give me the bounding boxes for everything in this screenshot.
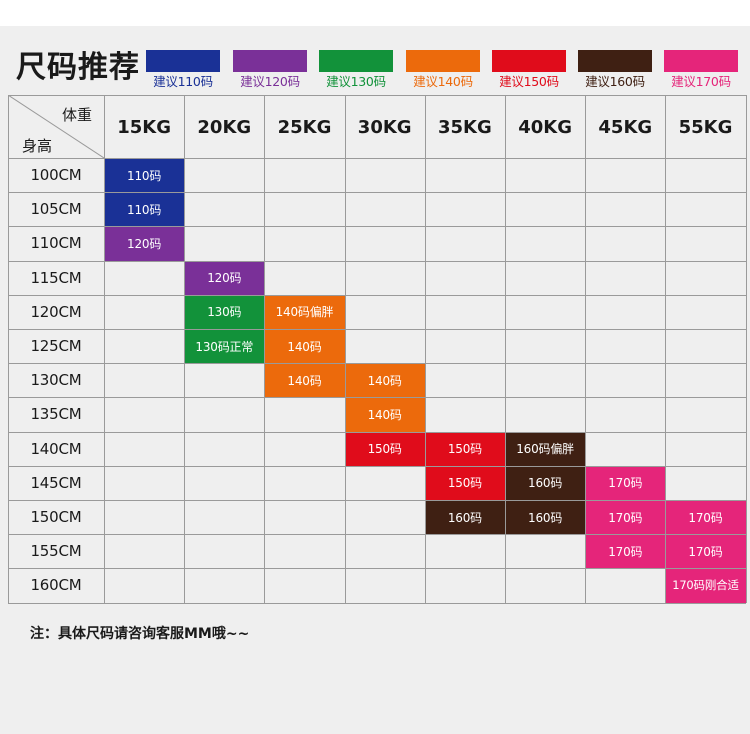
height-row-header: 145CM: [30, 473, 82, 492]
height-row-header: 100CM: [30, 166, 82, 184]
size-cell: 170码: [665, 500, 746, 535]
legend-label: 建议130码: [326, 74, 386, 89]
legend-label: 建议140码: [413, 74, 473, 89]
size-cell: 130码: [184, 294, 265, 329]
weight-column-header: 40KG: [518, 117, 572, 138]
size-cell: 160码偏胖: [505, 431, 586, 466]
grid-line-v: [585, 95, 587, 603]
legend-label: 建议110码: [153, 74, 213, 89]
size-cell: 110码: [104, 192, 185, 227]
legend-label: 建议120码: [240, 74, 300, 89]
grid-line-h: [8, 95, 746, 96]
size-cell: 130码正常: [184, 329, 265, 364]
grid-line-v: [104, 95, 105, 603]
grid-line-h: [8, 294, 746, 296]
legend-item-170: 建议170码: [664, 50, 738, 94]
legend-swatch: [319, 50, 393, 72]
grid-line-h: [8, 500, 746, 501]
legend-label: 建议170码: [671, 74, 731, 89]
size-cell: 140码: [344, 397, 425, 432]
grid-line-h: [8, 568, 746, 570]
legend-label: 建议150码: [499, 74, 559, 89]
corner-weight-label: 体重: [62, 106, 93, 124]
grid-line-h: [8, 158, 746, 159]
size-cell: 150码: [424, 431, 505, 466]
weight-column-header: 35KG: [438, 117, 492, 138]
height-row-header: 140CM: [30, 439, 82, 458]
legend-swatch: [146, 50, 220, 72]
height-row-header: 130CM: [30, 371, 82, 390]
grid-line-h: [8, 397, 746, 399]
grid-line-h: [8, 363, 746, 365]
weight-column-header: 55KG: [678, 117, 733, 138]
size-cell: 170码: [585, 500, 666, 535]
weight-column-header: 20KG: [197, 117, 252, 138]
height-row-header: 105CM: [30, 200, 82, 219]
grid-line-v: [8, 95, 9, 603]
grid-line-v: [746, 95, 747, 603]
legend-item-160: 建议160码: [578, 50, 652, 94]
size-cell: 150码: [344, 431, 425, 466]
weight-column-header: 30KG: [357, 117, 412, 138]
grid-line-v: [184, 95, 186, 603]
legend-item-130: 建议130码: [319, 50, 393, 94]
size-cell: 160码: [424, 500, 505, 535]
grid-line-v: [344, 95, 346, 603]
size-cell: 140码: [264, 363, 345, 398]
size-cell: 140码: [264, 329, 345, 364]
grid-line-h: [8, 226, 746, 228]
weight-column-header: 25KG: [277, 117, 332, 138]
legend-item-140: 建议140码: [406, 50, 480, 94]
legend-label: 建议160码: [585, 74, 645, 89]
height-row-header: 150CM: [30, 508, 82, 526]
grid-line-h: [8, 534, 746, 536]
grid-line-h: [8, 465, 746, 467]
corner-height-label: 身高: [22, 137, 53, 155]
height-row-header: 160CM: [30, 576, 82, 595]
size-cell: 170码: [665, 534, 746, 569]
legend-swatch: [406, 50, 480, 72]
grid-line-v: [505, 95, 506, 603]
size-cell: 160码: [505, 465, 586, 500]
size-cell: 170码: [585, 465, 666, 500]
grid-line-v: [665, 95, 667, 603]
height-row-header: 110CM: [30, 234, 82, 253]
size-cell: 150码: [424, 465, 505, 500]
size-cell: 120码: [184, 260, 265, 295]
height-row-header: 120CM: [30, 302, 82, 321]
height-row-header: 125CM: [30, 337, 82, 355]
grid-line-v: [264, 95, 266, 603]
page-title: 尺码推荐: [16, 50, 140, 85]
weight-column-header: 15KG: [117, 117, 171, 138]
legend-swatch: [492, 50, 566, 72]
height-row-header: 115CM: [30, 268, 82, 287]
corner-diagonal: [8, 95, 104, 158]
legend-item-120: 建议120码: [233, 50, 307, 94]
legend-swatch: [233, 50, 307, 72]
size-cell: 140码偏胖: [264, 294, 345, 329]
grid-line-h: [8, 329, 746, 330]
size-cell: 110码: [104, 158, 185, 193]
grid-line-h: [8, 260, 746, 262]
grid-line-h: [8, 602, 746, 604]
size-cell: 140码: [344, 363, 425, 398]
grid-line-h: [8, 431, 746, 433]
height-row-header: 155CM: [30, 542, 82, 561]
size-cell: 160码: [505, 500, 586, 535]
footnote: 注：具体尺码请咨询客服MM哦~~: [30, 626, 250, 642]
height-row-header: 135CM: [30, 405, 82, 424]
legend-item-150: 建议150码: [492, 50, 566, 94]
grid-line-v: [424, 95, 426, 603]
size-cell: 120码: [104, 226, 185, 261]
size-cell: 170码刚合适: [665, 568, 746, 603]
legend-item-110: 建议110码: [146, 50, 220, 94]
grid-line-h: [8, 192, 746, 194]
size-cell: 170码: [585, 534, 666, 569]
weight-column-header: 45KG: [598, 117, 653, 138]
corner-diagonal-line: [8, 95, 104, 158]
legend-swatch: [578, 50, 652, 72]
legend-swatch: [664, 50, 738, 72]
